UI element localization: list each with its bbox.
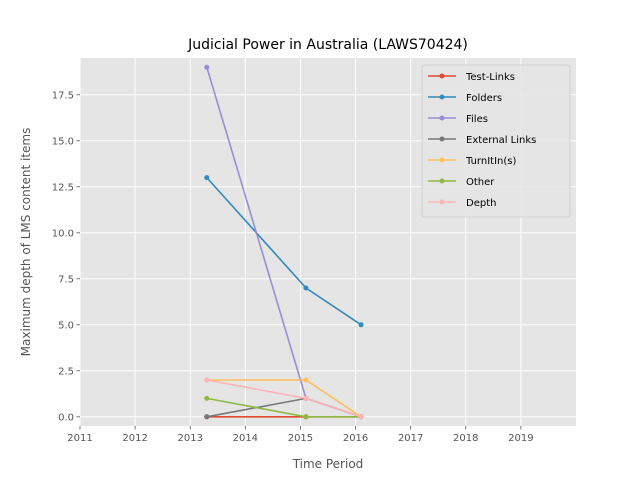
y-tick-label: 10.0 bbox=[52, 228, 74, 239]
data-point-turnitin-s bbox=[303, 377, 309, 383]
data-point-depth bbox=[358, 414, 364, 420]
legend-marker bbox=[439, 136, 445, 142]
legend-item: Test-Links bbox=[428, 72, 515, 83]
legend-marker bbox=[439, 115, 445, 121]
data-point-depth bbox=[204, 377, 210, 383]
legend-item: TurnItIn(s) bbox=[428, 156, 516, 167]
chart-title: Judicial Power in Australia (LAWS70424) bbox=[187, 37, 468, 53]
x-tick-label: 2013 bbox=[177, 433, 202, 444]
y-tick-label: 12.5 bbox=[52, 182, 74, 193]
data-point-folders bbox=[204, 175, 210, 181]
legend-label: Other bbox=[466, 177, 495, 188]
legend-box bbox=[421, 64, 571, 218]
legend-item: Other bbox=[428, 177, 495, 188]
legend-marker bbox=[439, 199, 445, 205]
legend-item: External Links bbox=[428, 135, 536, 146]
x-tick-label: 2017 bbox=[398, 433, 423, 444]
data-point-files bbox=[204, 64, 210, 70]
x-axis-label: Time Period bbox=[292, 457, 364, 471]
axis-ticks: 2011 2012 2013 2014 2015 2016 2017 2018 2019 0.0 2… bbox=[52, 90, 534, 444]
legend-item: Folders bbox=[428, 93, 502, 104]
data-point-folders bbox=[303, 285, 309, 291]
y-tick-label: 0.0 bbox=[58, 412, 74, 423]
legend-label: External Links bbox=[466, 135, 536, 146]
data-point-folders bbox=[358, 322, 364, 328]
y-tick-label: 15.0 bbox=[52, 136, 74, 147]
y-tick-label: 5.0 bbox=[58, 320, 74, 331]
x-tick-label: 2011 bbox=[67, 433, 92, 444]
y-tick-label: 2.5 bbox=[58, 366, 74, 377]
y-axis-label: Maximum depth of LMS content items bbox=[19, 128, 33, 357]
legend-label: Test-Links bbox=[465, 72, 515, 83]
series-lines bbox=[204, 64, 364, 420]
x-tick-label: 2016 bbox=[343, 433, 368, 444]
x-tick-label: 2019 bbox=[508, 433, 533, 444]
y-tick-label: 17.5 bbox=[52, 90, 74, 101]
legend-marker bbox=[439, 178, 445, 184]
legend-marker bbox=[439, 157, 445, 163]
x-tick-label: 2012 bbox=[122, 433, 147, 444]
legend: Test-Links Folders Files External Links Turn… bbox=[421, 64, 571, 218]
legend-label: TurnItIn(s) bbox=[465, 156, 516, 167]
legend-label: Depth bbox=[466, 198, 496, 209]
legend-marker bbox=[439, 73, 445, 79]
data-point-depth bbox=[303, 395, 309, 401]
x-tick-label: 2018 bbox=[453, 433, 478, 444]
legend-marker bbox=[439, 94, 445, 100]
legend-label: Files bbox=[466, 114, 488, 125]
series-depth bbox=[204, 377, 364, 420]
legend-item: Files bbox=[428, 114, 488, 125]
y-tick-label: 7.5 bbox=[58, 274, 74, 285]
data-point-other bbox=[204, 395, 210, 401]
data-point-other bbox=[303, 414, 309, 420]
x-tick-label: 2014 bbox=[233, 433, 258, 444]
series-folders bbox=[204, 175, 364, 328]
legend-label: Folders bbox=[466, 93, 502, 104]
data-point-external-links bbox=[204, 414, 210, 420]
x-tick-label: 2015 bbox=[288, 433, 313, 444]
legend-item: Depth bbox=[428, 198, 496, 209]
